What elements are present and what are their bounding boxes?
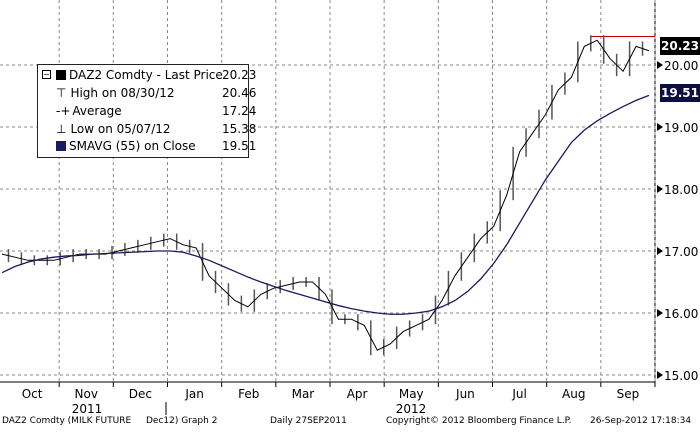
x-tick-label: May [399,387,424,401]
legend: DAZ2 Comdty - Last Price 20.23 ⊤ High on 0… [37,64,257,158]
x-tick-label: Jun [455,387,475,401]
legend-item-average: -+ Average 17.24 [56,104,257,118]
x-tick-label: Jan [184,387,204,401]
y-tick-label: 17.00 [664,245,698,259]
x-tick-label: Jul [511,387,526,401]
footer-ticker: DAZ2 Comdty (MILK FUTURE [2,416,132,426]
footer-timestamp: 26-Sep-2012 17:18:34 [590,416,692,426]
navy-square-icon [56,141,66,151]
x-tick-label: Dec [129,387,152,401]
x-tick-label: Aug [562,387,585,401]
low-marker-icon: ⊥ [56,122,67,136]
legend-item-last-price: DAZ2 Comdty - Last Price 20.23 [56,68,256,82]
year-label: 2012 [396,402,427,416]
y-tick-label: 15.00 [664,369,698,383]
sma-badge: 19.51 [660,84,700,102]
legend-item-sma: SMAVG (55) on Close 19.51 [56,139,256,153]
y-tick-label: 16.00 [664,307,698,321]
x-tick-label: Mar [292,387,315,401]
average-marker-icon: -+ [56,104,71,118]
legend-item-low: ⊥ Low on 05/07/12 15.38 [56,122,257,136]
x-tick-label: Feb [238,387,259,401]
x-tick-label: Nov [75,387,98,401]
tick-arrow-icon [657,371,663,379]
collapse-icon[interactable]: − [42,70,51,79]
footer-contract: Dec12) Graph 2 [146,416,218,426]
y-tick-label: 18.00 [664,183,698,197]
tick-arrow-icon [657,123,663,131]
x-tick-label: Oct [22,387,43,401]
high-marker-icon: ⊤ [56,86,67,100]
footer-copyright: Copyright© 2012 Bloomberg Finance L.P. [386,416,572,426]
tick-arrow-icon [657,61,663,69]
tick-arrow-icon [657,247,663,255]
y-tick-label: 20.00 [664,59,698,73]
tick-arrow-icon [657,309,663,317]
tick-arrow-icon [657,185,663,193]
footer-period: Daily 27SEP2011 [270,416,347,426]
legend-item-high: ⊤ High on 08/30/12 20.46 [56,86,257,100]
x-tick-label: Sep [617,387,640,401]
year-label: 2011 [72,402,103,416]
last-price-badge: 20.23 [660,37,700,55]
y-tick-label: 19.00 [664,121,698,135]
sma-line [1,94,650,315]
black-square-icon [56,70,66,80]
x-tick-label: Apr [347,387,368,401]
